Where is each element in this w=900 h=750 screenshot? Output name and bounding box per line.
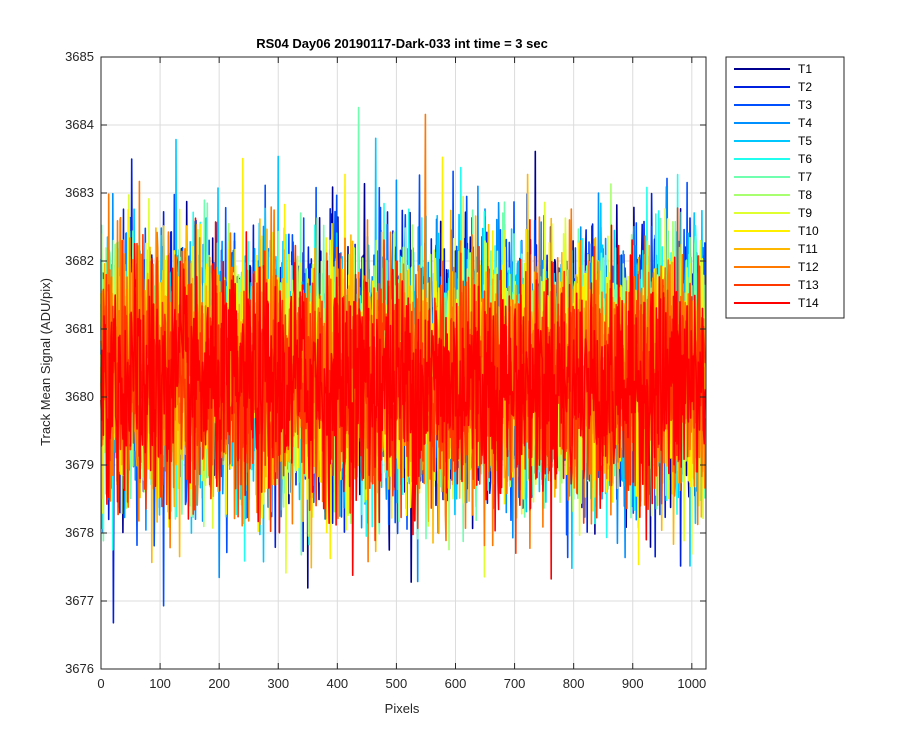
legend: T1 T2 T3 T4 T5 T6 T7 T8 T9 T10 T11 T12 T13 T14 [725, 56, 845, 319]
y-tick-label: 3680 [65, 389, 94, 404]
x-tick-label: 100 [149, 676, 171, 691]
legend-label-T5: T5 [798, 134, 812, 148]
y-axis-label: Track Mean Signal (ADU/pix) [38, 278, 53, 446]
x-tick-label: 1000 [677, 676, 706, 691]
y-tick-label: 3679 [65, 457, 94, 472]
x-axis-label: Pixels [385, 701, 420, 716]
legend-label-T4: T4 [798, 116, 812, 130]
x-tick-label: 500 [386, 676, 408, 691]
legend-label-T3: T3 [798, 98, 812, 112]
legend-label-T1: T1 [798, 62, 812, 76]
x-tick-label: 300 [267, 676, 289, 691]
legend-label-T7: T7 [798, 170, 812, 184]
legend-label-T2: T2 [798, 80, 812, 94]
y-tick-label: 3681 [65, 321, 94, 336]
x-tick-label: 600 [445, 676, 467, 691]
x-tick-label: 400 [326, 676, 348, 691]
legend-box [725, 56, 845, 319]
legend-label-T10: T10 [798, 224, 819, 238]
x-tick-label: 900 [622, 676, 644, 691]
x-tick-label: 800 [563, 676, 585, 691]
legend-label-T13: T13 [798, 278, 819, 292]
ticks: 0 100 200 300 400 500 600 700 800 900 1000 3676 3677… [65, 49, 706, 691]
legend-label-T14: T14 [798, 296, 819, 310]
y-tick-label: 3676 [65, 661, 94, 676]
y-tick-label: 3677 [65, 593, 94, 608]
legend-label-T11: T11 [798, 242, 818, 256]
y-tick-label: 3685 [65, 49, 94, 64]
y-tick-label: 3683 [65, 185, 94, 200]
legend-label-T6: T6 [798, 152, 812, 166]
series-line-T14 [100, 217, 707, 580]
y-tick-label: 3678 [65, 525, 94, 540]
x-tick-label: 0 [97, 676, 104, 691]
legend-label-T12: T12 [798, 260, 819, 274]
chart-title: RS04 Day06 20190117-Dark-033 int time = … [256, 36, 548, 51]
y-tick-label: 3684 [65, 117, 94, 132]
plot-frame [100, 56, 707, 670]
y-tick-label: 3682 [65, 253, 94, 268]
series-lines [100, 106, 707, 624]
x-tick-label: 700 [504, 676, 526, 691]
legend-label-T8: T8 [798, 188, 812, 202]
x-tick-label: 200 [208, 676, 230, 691]
legend-label-T9: T9 [798, 206, 812, 220]
